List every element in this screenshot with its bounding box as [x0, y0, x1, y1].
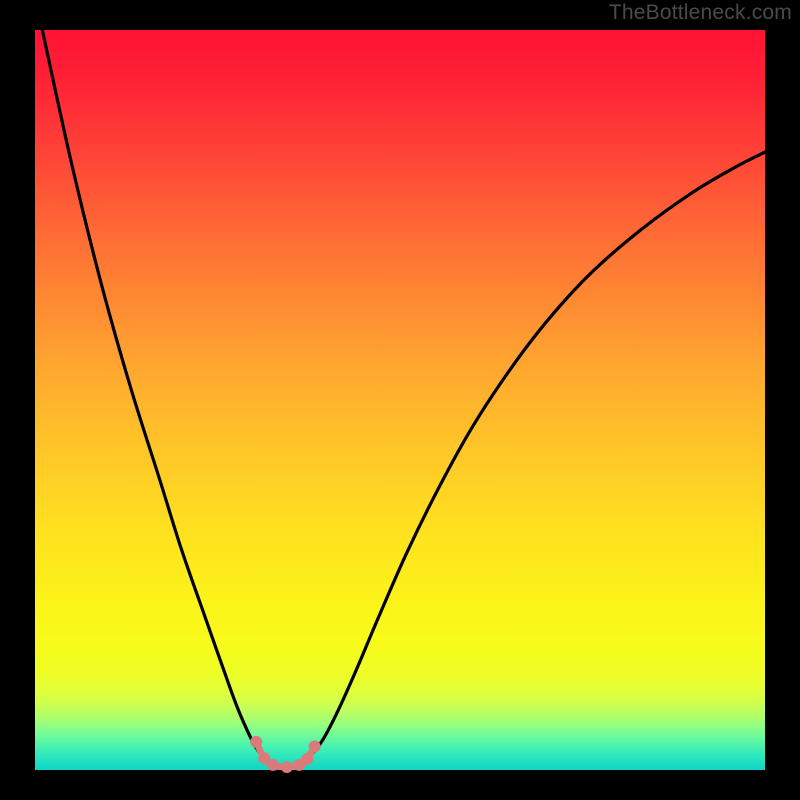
- marker-dot: [250, 736, 262, 748]
- chart-frame: TheBottleneck.com: [0, 0, 800, 800]
- marker-dot: [267, 759, 279, 771]
- watermark-label: TheBottleneck.com: [609, 1, 792, 25]
- marker-dot: [301, 753, 313, 765]
- chart-background: [35, 30, 765, 770]
- marker-dot: [281, 761, 293, 773]
- marker-dot: [309, 740, 321, 752]
- bottleneck-chart: [0, 0, 800, 800]
